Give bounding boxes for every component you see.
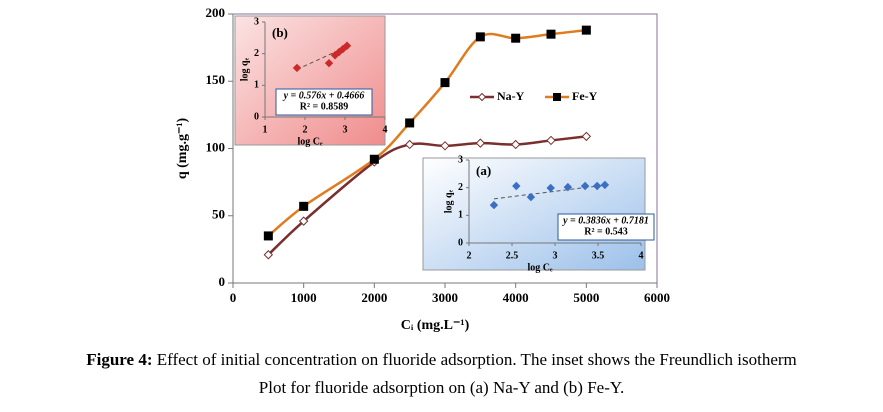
data-point [546,135,556,146]
caption-text: Plot for fluoride adsorption on (a) Na-Y… [258,378,625,397]
data-point [526,192,536,202]
x-axis-title: log Cₑ [527,262,553,273]
data-point [292,63,302,73]
caption-line: Figure 4: Effect of initial concentratio… [0,350,883,370]
y-tick-label: 2 [254,48,259,59]
caption-label: Figure 4: [86,350,153,369]
data-point [546,183,555,193]
x-tick-label: 4 [639,250,644,261]
y-tick-label: 100 [206,139,226,154]
y-tick-label: 150 [206,72,226,87]
data-point [405,118,415,128]
r-squared: R² = 0.543 [584,226,627,237]
x-tick-label: 3.5 [592,250,605,261]
y-tick-label: 0 [219,274,226,289]
y-tick-label: 3 [458,154,463,165]
y-tick-label: 50 [212,207,225,222]
y-axis-title: log qₑ [239,57,250,81]
data-point [440,78,450,88]
y-tick-label: 2 [458,182,463,193]
r-squared: R² = 0.8589 [300,101,348,112]
x-tick-label: 4 [383,124,388,135]
inset-label: (a) [476,163,491,178]
inset-label: (b) [272,25,288,40]
x-tick-label: 1000 [291,290,317,305]
legend-marker [553,93,561,101]
data-point [600,180,610,190]
legend-label: Na-Y [497,89,525,103]
x-tick-label: 1 [263,124,268,135]
data-point [581,131,592,142]
data-point [510,139,521,150]
x-axis-title: Cᵢ (mg.L⁻¹) [401,318,470,333]
x-tick-label: 3 [343,124,348,135]
x-tick-label: 2000 [361,290,387,305]
x-tick-label: 2 [303,124,308,135]
y-tick-label: 0 [254,111,259,122]
data-point [369,154,379,164]
equation: y = 0.576x + 0.4666 [283,90,365,101]
data-point [440,141,450,151]
data-point [546,29,556,39]
data-point [512,181,521,191]
x-tick-label: 3 [553,250,558,261]
data-point [263,250,274,260]
x-tick-label: 6000 [644,290,670,305]
data-point [263,231,273,241]
data-point [299,201,309,211]
x-tick-label: 2 [467,250,472,261]
data-point [475,32,485,42]
caption-line: Plot for fluoride adsorption on (a) Na-Y… [0,378,883,398]
data-point [475,138,486,148]
x-tick-label: 3000 [432,290,458,305]
y-tick-label: 3 [254,16,259,27]
data-point [580,181,590,191]
y-tick-label: 1 [254,80,259,91]
data-point [592,181,602,191]
data-point [404,139,415,150]
y-tick-label: 1 [458,210,463,221]
x-tick-label: 2.5 [506,250,519,261]
y-tick-label: 0 [458,237,463,248]
legend-marker [477,92,487,102]
x-tick-label: 5000 [573,290,599,305]
equation: y = 0.3836x + 0.7181 [562,215,649,226]
chart: 0 1000 2000 3000 4000 5000 6000050100150200Cᵢ … [175,5,670,333]
inset-panel [234,15,386,146]
y-tick-label: 200 [206,5,226,20]
equation-box [275,88,373,116]
data-point [511,33,521,43]
data-point [324,58,334,68]
data-point [342,41,352,50]
y-axis-title: log qₑ [443,189,454,213]
y-axis-title: q (mg.g⁻¹) [175,117,190,179]
caption-text: Effect of initial concentration on fluor… [156,350,797,369]
legend-label: Fe-Y [572,89,598,103]
x-axis-title: log Cₑ [297,136,323,147]
data-point [581,25,591,35]
data-point [298,216,309,226]
data-point [563,182,573,192]
equation-box [557,213,655,241]
data-point [489,200,499,210]
x-tick-label: 4000 [503,290,529,305]
x-tick-label: 0 [230,290,237,305]
